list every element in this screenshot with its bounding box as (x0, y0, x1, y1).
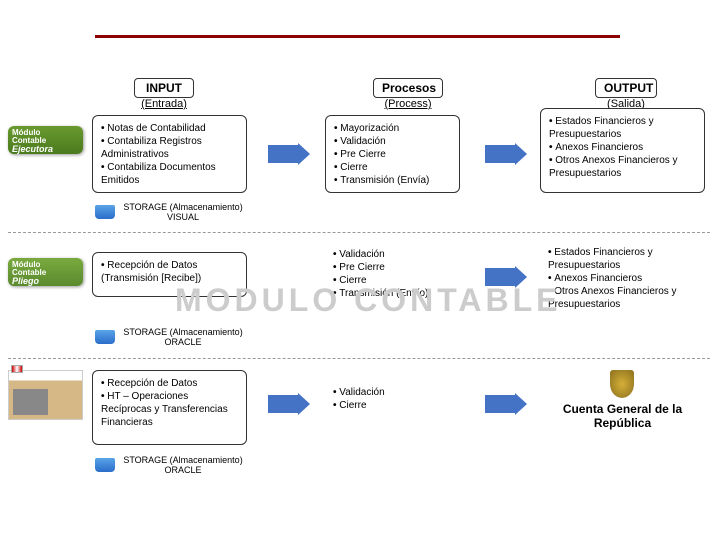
module-badge-ejecutora: Módulo Contable Ejecutora (8, 126, 83, 154)
badge1-bot: Ejecutora (12, 145, 79, 154)
list-item: Mayorización (334, 122, 451, 135)
row1-input-box: Notas de Contabilidad Contabiliza Regist… (92, 115, 247, 193)
arrow-right-icon (485, 395, 515, 416)
storage3-label: STORAGE (Almacenamiento) ORACLE (118, 456, 248, 476)
arrow-right-icon (268, 395, 298, 416)
row2-input-box: Recepción de Datos (Transmisión [Recibe]… (92, 252, 247, 297)
list-item: Cierre (333, 399, 452, 412)
list-item: Transmisión (Envío) (333, 287, 452, 300)
list-item: Validación (333, 386, 452, 399)
list-item: Notas de Contabilidad (101, 122, 238, 135)
list-item: Recepción de Datos (101, 377, 238, 390)
badge2-bot: Pliego (12, 277, 79, 286)
header-process: Procesos (373, 78, 443, 98)
storage2-line2: ORACLE (118, 338, 248, 348)
list-item: Cierre (334, 161, 451, 174)
subheader-input: (Entrada) (134, 98, 194, 110)
storage2-label: STORAGE (Almacenamiento) ORACLE (118, 328, 248, 348)
list-item: Estados Financieros y Presupuestarios (548, 246, 697, 272)
list-item: Anexos Financieros (548, 272, 697, 285)
arrow-right-icon (485, 145, 515, 166)
dashed-divider (8, 232, 710, 233)
list-item: HT – Operaciones Recíprocas y Transferen… (101, 390, 238, 429)
dashed-divider (8, 358, 710, 359)
storage3-line2: ORACLE (118, 466, 248, 476)
list-item: Transmisión (Envía) (334, 174, 451, 187)
arrow-right-icon (485, 268, 515, 289)
list-item: Estados Financieros y Presupuestarios (549, 115, 696, 141)
row2-output-box: Estados Financieros y Presupuestarios An… (540, 240, 705, 325)
row1-output-box: Estados Financieros y Presupuestarios An… (540, 108, 705, 193)
list-item: Contabiliza Registros Administrativos (101, 135, 238, 161)
header-input: INPUT (134, 78, 194, 98)
arrow-right-icon (268, 145, 298, 166)
row1-process-box: Mayorización Validación Pre Cierre Cierr… (325, 115, 460, 193)
storage1-line2: VISUAL (118, 213, 248, 223)
header-output: OUTPUT (595, 78, 657, 98)
list-item: Pre Cierre (333, 261, 452, 274)
storage-icon (95, 458, 115, 472)
row3-process-box: Validación Cierre (325, 380, 460, 420)
header-line (95, 35, 620, 38)
list-item: Anexos Financieros (549, 141, 696, 154)
shield-icon (610, 370, 634, 398)
row3-input-box: Recepción de Datos HT – Operaciones Recí… (92, 370, 247, 445)
list-item: Validación (333, 248, 452, 261)
list-item: Cierre (333, 274, 452, 287)
list-item: Contabiliza Documentos Emitidos (101, 161, 238, 187)
storage1-label: STORAGE (Almacenamiento) VISUAL (118, 203, 248, 223)
row2-process-box: Validación Pre Cierre Cierre Transmisión… (325, 242, 460, 304)
subheader-process: (Process) (373, 98, 443, 110)
list-item: Validación (334, 135, 451, 148)
storage-icon (95, 205, 115, 219)
gov-thumbnail (8, 370, 83, 420)
module-badge-pliego: Módulo Contable Pliego (8, 258, 83, 286)
storage-icon (95, 330, 115, 344)
list-item: Otros Anexos Financieros y Presupuestari… (549, 154, 696, 180)
row3-output-title: Cuenta General de la República (545, 402, 700, 430)
list-item: Recepción de Datos (Transmisión [Recibe]… (101, 259, 238, 285)
list-item: Otros Anexos Financieros y Presupuestari… (548, 285, 697, 311)
list-item: Pre Cierre (334, 148, 451, 161)
